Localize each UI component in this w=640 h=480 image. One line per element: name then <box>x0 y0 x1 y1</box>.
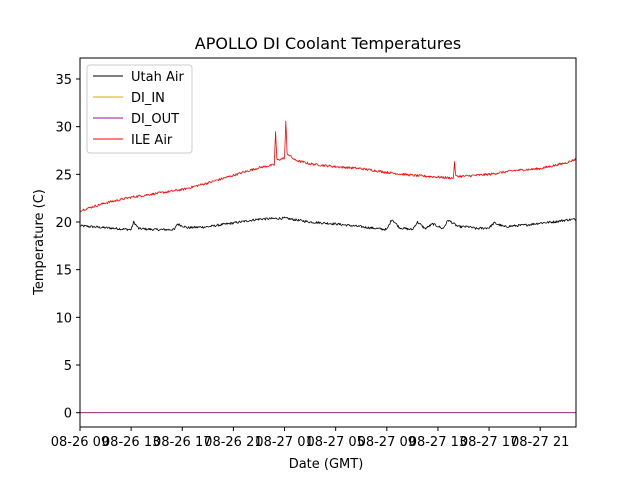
series-line-ile-air <box>80 120 576 212</box>
x-tick-label: 08-26 21 <box>204 435 262 450</box>
y-tick-label: 10 <box>55 311 72 326</box>
x-tick-label: 08-27 05 <box>306 435 364 450</box>
legend-label: DI_OUT <box>131 112 179 127</box>
x-tick-label: 08-26 17 <box>153 435 211 450</box>
y-tick-label: 0 <box>64 407 72 422</box>
x-tick-label: 08-26 13 <box>102 435 160 450</box>
series-line-utah-air <box>80 216 576 232</box>
y-tick-label: 25 <box>55 168 72 183</box>
x-tick-label: 08-27 09 <box>358 435 416 450</box>
y-tick-label: 20 <box>55 216 72 231</box>
y-axis-label: Temperature (C) <box>32 189 47 296</box>
y-tick-label: 35 <box>55 73 72 88</box>
chart-title: APOLLO DI Coolant Temperatures <box>195 34 461 53</box>
legend-label: DI_IN <box>131 91 165 106</box>
y-tick-label: 15 <box>55 264 72 279</box>
x-tick-label: 08-27 17 <box>460 435 518 450</box>
x-tick-label: 08-27 21 <box>511 435 569 450</box>
y-tick-label: 5 <box>64 359 72 374</box>
x-tick-label: 08-27 01 <box>255 435 313 450</box>
x-tick-label: 08-27 13 <box>409 435 467 450</box>
plot-frame <box>79 57 577 428</box>
y-tick-label: 30 <box>55 121 72 136</box>
x-tick-label: 08-26 09 <box>51 435 109 450</box>
legend-label: ILE Air <box>131 133 173 148</box>
legend-label: Utah Air <box>131 70 184 85</box>
x-axis-label: Date (GMT) <box>289 457 364 472</box>
legend-box <box>86 64 193 154</box>
